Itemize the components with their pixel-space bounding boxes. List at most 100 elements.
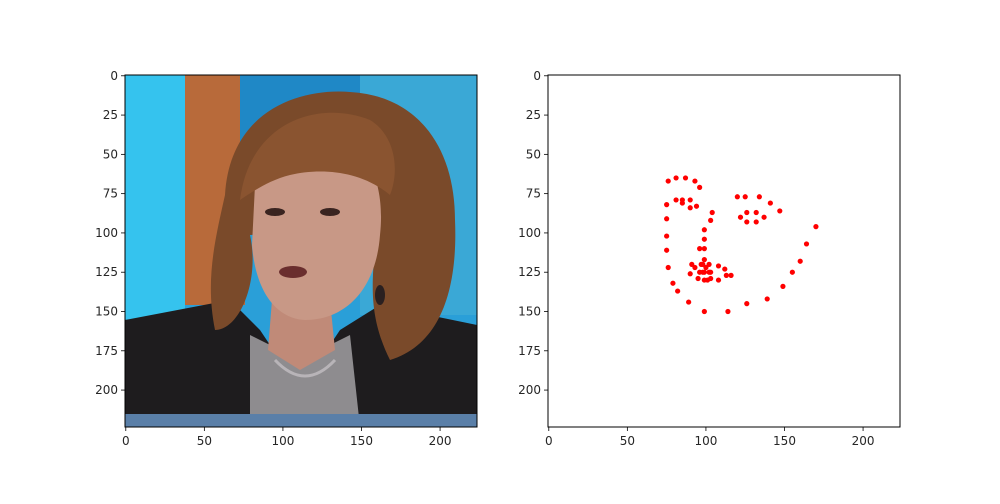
landmark-point [703,264,709,271]
landmark-point [767,200,773,206]
image-xtick-label: 50 [197,434,212,448]
landmark-point [709,209,715,216]
image-xtick-label: 200 [429,434,452,448]
photo-shirt [250,335,360,427]
scatter-xtick-label: 50 [620,434,635,448]
photo-bangs [240,112,395,200]
landmark-point [675,288,681,294]
landmark-point [701,236,707,242]
scatter-ytick-label: 0 [533,69,541,83]
landmark-point [673,175,679,181]
landmark-point [723,272,729,278]
image-axes-ticks: 0 50 100 150 200 0 25 50 75 100 125 150 175 200 [95,69,451,448]
landmark-point [670,280,676,286]
landmark-point [687,205,693,211]
scatter-ytick-label: 175 [518,344,541,358]
scatter-ytick-label: 200 [518,383,541,397]
scatter-ytick-label: 75 [526,187,541,201]
scatter-xtick-label: 150 [773,434,796,448]
landmark-point [697,246,703,252]
landmark-point [664,202,670,208]
scatter-ytick-label: 150 [518,305,541,319]
scatter-xtick-label: 200 [852,434,875,448]
landmark-point [797,258,803,264]
image-xtick-label: 0 [122,434,130,448]
image-axes-frame [124,74,478,428]
landmark-point [753,209,759,216]
landmark-point [715,277,722,283]
landmark-point [715,263,722,269]
photo-background-left-panel [125,75,185,325]
photo-right-eye [320,208,340,216]
image-ytick-label: 50 [103,147,118,161]
landmark-point [687,197,693,203]
landmark-point [682,175,689,181]
landmark-point [813,224,819,230]
landmark-point [687,271,693,277]
landmark-point [664,216,670,222]
photo-bottom-strip [125,414,477,427]
landmark-point [665,178,671,184]
landmark-point [780,283,786,289]
face-photo [125,75,477,427]
image-ytick-label: 125 [95,265,118,279]
landmark-point [744,219,750,225]
landmark-point [722,266,728,272]
landmark-point [708,275,714,282]
image-ytick-label: 0 [110,69,118,83]
landmark-point [706,269,712,275]
scatter-ytick-label: 50 [526,147,541,161]
image-xtick-label: 100 [271,434,294,448]
scatter-ytick-label: 25 [526,108,541,122]
scatter-ytick-label: 125 [518,265,541,279]
photo-mouth [279,266,307,278]
landmark-point [701,277,707,283]
scatter-ytick-label: 100 [518,226,541,240]
image-ytick-label: 100 [95,226,118,240]
landmark-point [753,219,759,225]
scatter-axes-frame [547,74,901,428]
image-ytick-label: 150 [95,305,118,319]
landmark-point [679,200,685,206]
landmark-point [664,233,670,239]
landmark-point [737,214,744,220]
landmark-point [664,247,670,253]
image-ytick-label: 75 [103,187,118,201]
landmark-point [789,269,795,275]
landmark-point [689,261,695,267]
landmark-point [706,261,712,267]
scatter-subplot: 0 50 100 150 200 0 25 50 75 100 125 150 175 200 [518,69,901,448]
photo-necklace [273,358,337,378]
landmark-point [756,194,762,200]
landmark-point [803,241,810,247]
landmark-point [761,214,767,220]
landmark-point [695,275,701,282]
landmark-point [701,257,707,263]
landmark-points [664,175,819,315]
image-ytick-label: 200 [95,383,118,397]
image-ytick-label: 175 [95,344,118,358]
image-ytick-label: 25 [103,108,118,122]
landmark-point [693,203,700,209]
landmark-point [697,184,703,190]
landmark-point [701,308,707,315]
scatter-axes-ticks: 0 50 100 150 200 0 25 50 75 100 125 150 175 200 [518,69,874,448]
landmark-point [708,217,714,223]
landmark-point [744,209,750,216]
landmark-point [673,197,679,203]
landmark-point [744,301,750,307]
landmark-point [692,264,698,271]
scatter-xtick-label: 100 [694,434,717,448]
landmark-point [692,178,698,184]
landmark-point [742,194,748,200]
landmark-point [725,308,731,315]
photo-left-eye [265,208,285,216]
landmark-point [698,261,704,267]
landmark-point [700,269,706,275]
landmark-point [728,272,734,278]
photo-earring [375,285,385,305]
landmark-point [665,264,671,271]
scatter-xtick-label: 0 [545,434,553,448]
